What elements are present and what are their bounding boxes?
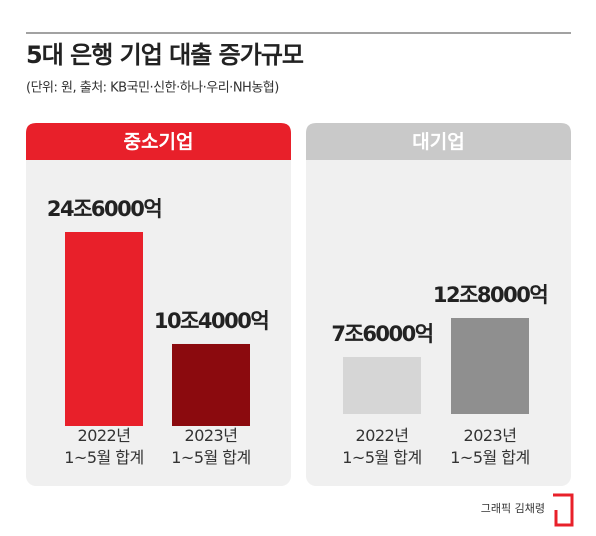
panel-title: 대기업	[412, 131, 464, 153]
bar	[65, 232, 143, 426]
panel-title: 중소기업	[124, 131, 194, 153]
value-label: 7조6000억	[331, 322, 432, 346]
category-label: 2022년 1~5월 합계	[64, 426, 144, 467]
category-label: 2023년 1~5월 합계	[171, 426, 251, 467]
credit: 그래픽 김채령	[481, 502, 545, 515]
category-label: 2022년 1~5월 합계	[342, 426, 422, 467]
category-label: 2023년 1~5월 합계	[450, 426, 530, 467]
bar	[343, 357, 421, 414]
panel-header	[26, 123, 291, 160]
value-label: 24조6000억	[47, 197, 161, 221]
value-label: 10조4000억	[154, 309, 268, 333]
bar	[172, 343, 250, 426]
value-label: 12조8000억	[433, 283, 547, 307]
subtitle: (단위: 원, 출처: KB국민·신한·하나·우리·NH농협)	[26, 81, 279, 96]
title: 5대 은행 기업 대출 증가규모	[26, 41, 304, 69]
bar	[451, 318, 529, 414]
panel-header	[306, 123, 571, 160]
logo	[553, 493, 574, 527]
